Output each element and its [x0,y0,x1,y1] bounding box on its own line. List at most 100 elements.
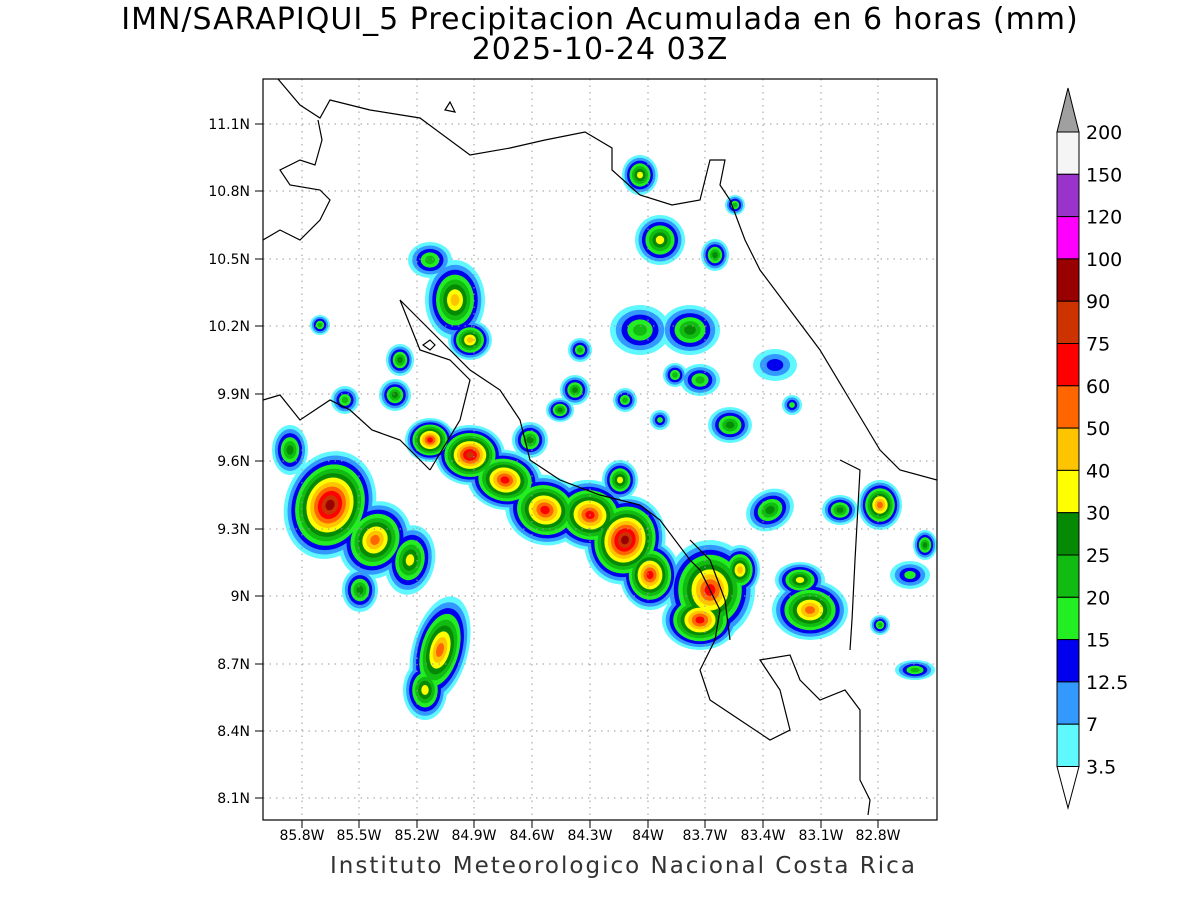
lon-tick-label: 83.1W [798,828,843,844]
colorbar-label: 150 [1086,164,1122,186]
lat-tick-label: 9.3N [217,522,250,538]
lat-tick-label: 10.5N [208,252,250,268]
colorbar-segment [1056,343,1080,387]
map-gridlines [255,79,937,828]
lon-tick-label: 84.9W [451,828,496,844]
precip-contour-c25 [725,421,735,429]
colorbar-segment [1056,723,1080,768]
map-frame [262,78,938,821]
border-line-east [839,459,861,651]
colorbar-label: 200 [1086,122,1122,144]
lat-tick-label: 11.1N [208,117,250,133]
precip-contour-c30 [617,476,623,484]
colorbar-label: 30 [1086,503,1110,525]
nicoya-inlet [421,339,436,351]
precip-contour-c25 [526,436,534,444]
precip-contour-c60 [646,570,654,580]
precip-contour-c25 [356,585,364,595]
border-osa [689,539,731,641]
precip-contour-c25 [765,505,775,515]
precip-contour-c20 [695,376,705,384]
colorbar-segment [1056,385,1080,429]
lat-tick-label: 9N [231,589,250,605]
precip-contour-c50 [805,606,815,614]
precip-contour-c30 [637,171,643,179]
lat-tick-label: 10.8N [208,184,250,200]
colorbar-under-arrow [1056,766,1080,810]
colorbar-label: 60 [1086,376,1110,398]
precip-contour-c30 [421,685,429,695]
precip-contour-c50 [435,642,445,658]
precip-contour-c12 [766,359,784,371]
colorbar-segment [1056,427,1080,471]
lon-tick-label: 83.4W [740,828,785,844]
precip-contour-c20 [424,255,436,265]
precip-contour-c50 [877,501,883,509]
precip-contour-c75 [466,451,474,459]
precip-contour-c15 [657,417,663,423]
precip-contour-c20 [577,347,583,353]
precip-contour-c20 [877,622,883,628]
precip-contour-c20 [341,396,349,404]
nicoya-gulf-coast [263,394,431,471]
lat-tick-label: 8.1N [217,791,250,807]
precip-contour-c25 [397,356,403,364]
precip-contour-c60 [500,476,510,484]
precip-contour-c20 [672,372,678,378]
lat-tick-label: 9.9N [217,387,250,403]
lon-tick-label: 83.7W [682,828,727,844]
colorbar: 200 150 120 100 90 75 60 50 40 30 25 20 15 12.5 7 3.5 [1056,87,1128,810]
colorbar-segment [1056,173,1080,218]
colorbar-label: 75 [1086,334,1110,356]
precip-contour-c50 [370,534,380,546]
lon-tick-label: 82.8W [855,828,900,844]
colorbar-segment [1056,639,1080,683]
colorbar-segment [1056,512,1080,556]
coastline-north [277,79,937,481]
colorbar-label: 100 [1086,249,1122,271]
precip-contour-c60 [540,505,550,515]
precip-contour-c25 [922,542,928,548]
colorbar-label: 12.5 [1086,672,1128,694]
colorbar-label: 40 [1086,460,1110,482]
precip-contour-c25 [684,325,696,335]
precip-contour-c90 [621,535,629,545]
lake-nicaragua-shore [263,119,331,241]
colorbar-segment [1056,258,1080,302]
precip-contour-c25 [712,251,718,259]
colorbar-label: 3.5 [1086,757,1116,779]
colorbar-label: 7 [1086,714,1098,736]
colorbar-segment [1056,300,1080,345]
lon-tick-label: 85.8W [279,828,324,844]
precip-contour-c20 [317,322,323,328]
lon-tick-label: 85.5W [336,828,381,844]
precip-contour-c25 [557,407,563,413]
colorbar-segment [1056,596,1080,641]
colorbar-label: 50 [1086,418,1110,440]
lat-tick-label: 8.7N [217,657,250,673]
precip-contour-c30 [795,577,805,583]
colorbar-segment [1056,554,1080,598]
footer-credit: Instituto Meteorologico Nacional Costa R… [330,853,917,879]
precip-contour-c20 [910,667,920,673]
precip-contour-c25 [391,391,399,399]
lon-tick-label: 84.3W [567,828,612,844]
colorbar-label: 15 [1086,630,1110,652]
colorbar-segment [1056,681,1080,725]
precip-contour-c20 [633,324,647,336]
precip-contour-c15 [904,571,916,579]
map-valid-time: 2025-10-24 03Z [471,32,729,67]
colorbar-segment [1056,131,1080,175]
lat-tick-label: 8.4N [217,724,250,740]
precip-contour-c40 [466,337,474,343]
colorbar-label: 20 [1086,587,1110,609]
precip-contour-c20 [622,397,628,403]
pacific-coast [399,299,871,816]
precip-contour-c40 [450,294,460,306]
precip-contour-c30 [405,554,415,566]
precip-contour-c60 [427,437,433,443]
lon-tick-label: 85.2W [394,828,439,844]
precipitation-field [272,155,937,720]
colorbar-label: 120 [1086,207,1122,229]
